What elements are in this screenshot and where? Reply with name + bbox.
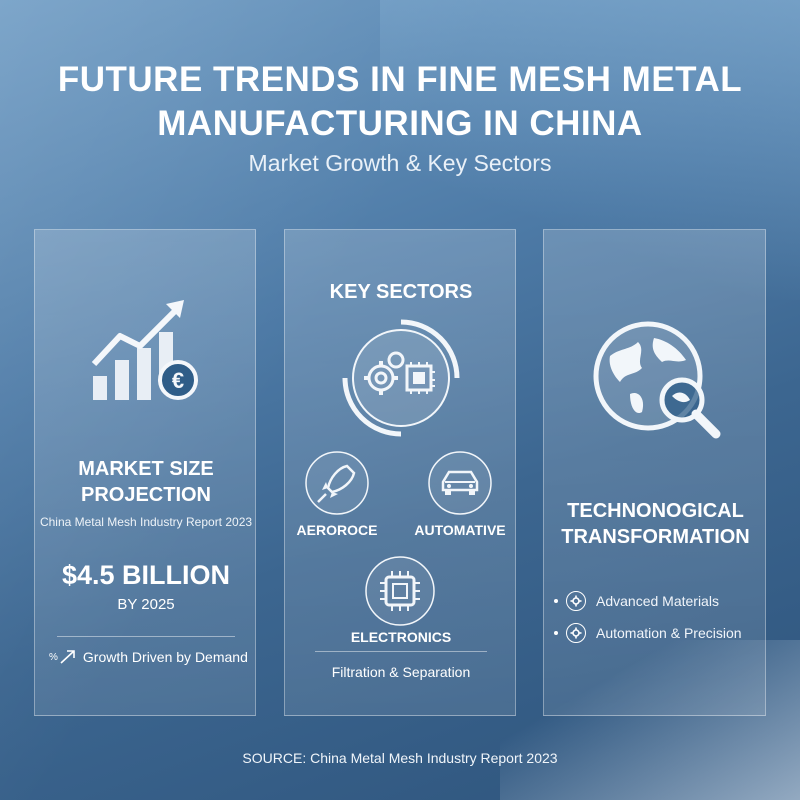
- tech-item-automation: Automation & Precision: [554, 623, 742, 643]
- globe-magnifier-icon: [593, 321, 721, 439]
- source-note: SOURCE: China Metal Mesh Industry Report…: [242, 750, 558, 766]
- gear-chip-icon: [342, 319, 460, 437]
- tech-heading: TECHNONOGICAL TRANSFORMATION: [544, 498, 767, 550]
- sector-filtration: Filtration & Separation: [331, 664, 471, 680]
- percent-sign: %: [49, 651, 58, 663]
- rocket-icon: [305, 451, 369, 515]
- gear-icon: [566, 591, 586, 611]
- market-value: $4.5 BILLION: [61, 560, 231, 590]
- tech-item-label: Automation & Precision: [596, 625, 742, 641]
- divider: [57, 636, 235, 637]
- market-heading-line-1: MARKET SIZE: [78, 458, 214, 480]
- tech-heading-line-1: TECHNONOGICAL: [567, 500, 744, 522]
- sector-aerospace: AERОROCE: [296, 522, 378, 538]
- key-sectors-heading: KEY SECTORS: [329, 281, 473, 303]
- tech-item-advanced-materials: Advanced Materials: [554, 591, 719, 611]
- market-year: BY 2025: [117, 596, 175, 613]
- microchip-icon: [365, 556, 435, 626]
- svg-text:€: €: [172, 368, 184, 393]
- growth-row: % Growth Driven by Demand: [49, 649, 248, 665]
- page-title: FUTURE TRENDS IN FINE MESH METAL MANUFAC…: [0, 58, 800, 146]
- tech-heading-line-2: TRANSFORMATION: [561, 526, 750, 548]
- sector-electronics: ELECTRONICS: [350, 629, 452, 645]
- market-report-label: China Metal Mesh Industry Report 2023: [39, 515, 253, 529]
- page-subtitle: Market Growth & Key Sectors: [248, 150, 552, 176]
- divider: [315, 651, 487, 652]
- market-size-heading: MARKET SIZE PROJECTION: [35, 456, 257, 508]
- sector-automotive: AUTOMATIVE: [414, 522, 506, 538]
- market-size-panel: € MARKET SIZE PROJECTION China Metal Mes…: [34, 229, 256, 716]
- growth-label: Growth Driven by Demand: [82, 649, 248, 665]
- key-sectors-panel: KEY SECTORS AERОROCE: [284, 229, 516, 716]
- title-line-2: MANUFACTURING IN CHINA: [157, 104, 643, 143]
- tech-transformation-panel: TECHNONOGICAL TRANSFORMATION Advanced Ma…: [543, 229, 766, 716]
- title-line-1: FUTURE TRENDS IN FINE MESH METAL: [57, 60, 743, 99]
- bullet-dot: [554, 631, 558, 635]
- tech-item-label: Advanced Materials: [596, 593, 719, 609]
- growth-chart-euro-icon: €: [91, 300, 198, 400]
- trend-arrow-icon: [60, 650, 75, 664]
- bullet-dot: [554, 599, 558, 603]
- gear-icon: [566, 623, 586, 643]
- car-icon: [428, 451, 492, 515]
- market-heading-line-2: PROJECTION: [80, 484, 212, 506]
